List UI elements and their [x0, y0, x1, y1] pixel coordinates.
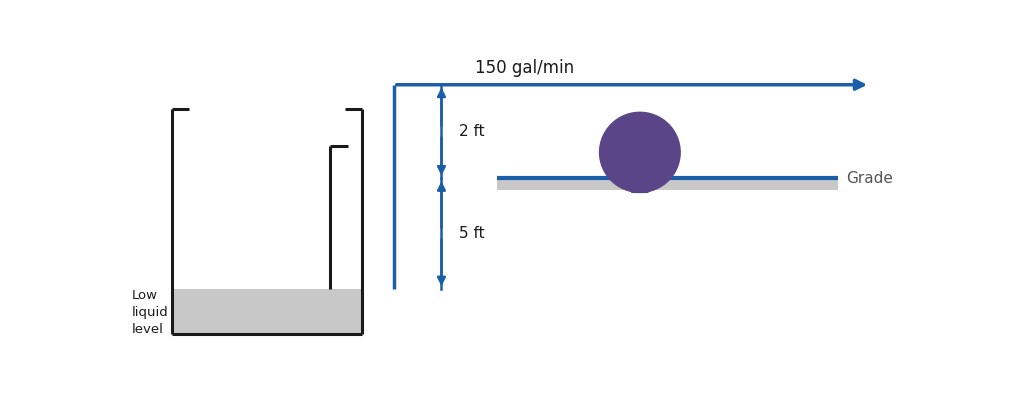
Text: 5 ft: 5 ft [459, 226, 484, 241]
Text: 2 ft: 2 ft [459, 124, 484, 139]
Ellipse shape [600, 112, 680, 192]
Bar [497, 178, 839, 190]
Bar [172, 289, 362, 334]
Polygon shape [626, 178, 653, 192]
Text: 150 gal/min: 150 gal/min [475, 59, 574, 77]
Text: Grade: Grade [846, 171, 893, 186]
Text: Low
liquid
level: Low liquid level [132, 289, 169, 336]
